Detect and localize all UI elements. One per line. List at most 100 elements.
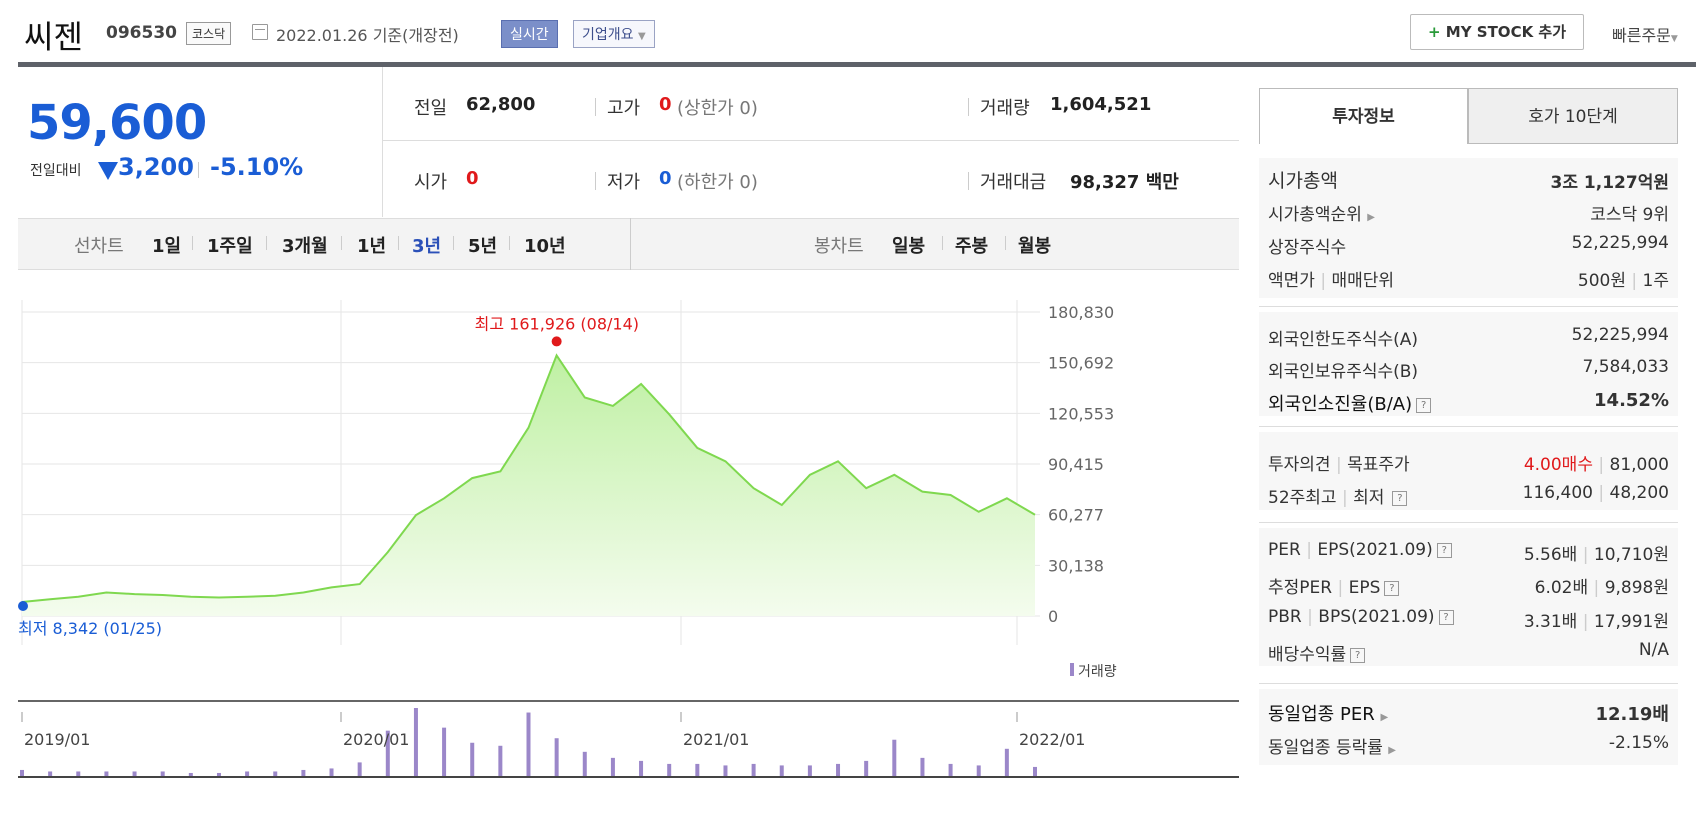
- diff-label: 전일대비: [30, 163, 82, 179]
- shares-value: 52,225,994: [1571, 233, 1669, 253]
- low-label: 저가: [607, 172, 641, 193]
- target-text: 목표주가: [1347, 455, 1410, 475]
- tab-1d[interactable]: 1일: [152, 236, 182, 257]
- price-chart[interactable]: 180,830 150,692 120,553 90,415 60,277 30,138 0…: [0, 270, 1240, 827]
- tab-1y[interactable]: 1년: [357, 236, 387, 257]
- divider: [1005, 236, 1006, 250]
- quote-date: 2022.01.26 기준(개장전): [276, 26, 459, 45]
- volume-bar: [1033, 766, 1037, 776]
- mystock-label: MY STOCK 추가: [1445, 23, 1567, 41]
- volume-bar: [132, 771, 137, 776]
- x-tick-label: 2022/01: [1019, 730, 1085, 749]
- open-label: 시가: [414, 172, 448, 193]
- divider: [942, 236, 943, 250]
- y-tick-label: 150,692: [1048, 354, 1114, 373]
- y-tick-label: 0: [1048, 607, 1058, 626]
- side-block-industry: [1259, 689, 1678, 765]
- volume-bar: [20, 769, 24, 776]
- volume-bar: [695, 763, 700, 776]
- amount-label: 거래대금: [980, 172, 1047, 193]
- realtime-button[interactable]: 실시간: [501, 20, 558, 48]
- pbr-label: PBR | BPS(2021.09)?: [1268, 607, 1454, 627]
- tab-3m[interactable]: 3개월: [282, 236, 328, 257]
- ind-chg-label[interactable]: 동일업종 등락률 ▶: [1268, 733, 1396, 758]
- w52-low-text: 최저: [1353, 488, 1385, 508]
- mcap-value: 3조 1,127억원: [1550, 173, 1669, 193]
- mcap-rank-value: 코스닥 9위: [1590, 205, 1669, 225]
- y-tick-label: 90,415: [1048, 455, 1104, 474]
- tab-monthly[interactable]: 월봉: [1018, 236, 1052, 257]
- volume-legend-swatch: [1070, 663, 1074, 676]
- divider: [266, 236, 267, 250]
- par-label: 액면가: [1268, 271, 1315, 291]
- chevron-down-icon: ▼: [637, 31, 646, 42]
- help-icon[interactable]: ?: [1384, 580, 1400, 596]
- eper-text: 추정PER: [1268, 578, 1333, 598]
- volume-bar: [160, 771, 165, 776]
- x-tick-label: 2019/01: [24, 730, 90, 749]
- divider: [630, 218, 631, 270]
- low-value: 0: [659, 168, 672, 189]
- open-value: 0: [466, 168, 479, 189]
- help-icon[interactable]: ?: [1436, 542, 1452, 558]
- volume-bar: [357, 762, 362, 776]
- line-chart-label: 선차트: [74, 236, 124, 257]
- price-line: [21, 353, 1036, 603]
- amount-unit: 백만: [1145, 172, 1179, 193]
- help-icon[interactable]: ?: [1350, 647, 1366, 663]
- prev-label: 전일: [414, 98, 448, 119]
- volume-bar: [667, 763, 672, 776]
- help-icon[interactable]: ?: [1438, 609, 1454, 625]
- price-box: [18, 67, 383, 217]
- divider: [192, 236, 193, 250]
- amount-number: 98,327: [1070, 172, 1140, 193]
- per-text: PER: [1268, 540, 1301, 560]
- tab-10y[interactable]: 10년: [524, 236, 566, 257]
- current-price: 59,600: [27, 95, 207, 151]
- tab-invest-info[interactable]: 투자정보: [1259, 88, 1468, 144]
- ind-chg-value: -2.15%: [1608, 733, 1669, 753]
- ind-per-label[interactable]: 동일업종 PER ▶: [1268, 700, 1388, 726]
- amount-value: 98,327 백만: [1070, 168, 1179, 194]
- pbr-text: PBR: [1268, 607, 1302, 627]
- mystock-add-button[interactable]: + MY STOCK 추가: [1410, 14, 1584, 50]
- bps: 17,991원: [1593, 612, 1669, 632]
- volume-legend: 거래량: [1078, 664, 1117, 680]
- min-marker: [18, 600, 28, 611]
- volume-bar: [948, 763, 953, 776]
- per-label: PER | EPS(2021.09)?: [1268, 540, 1452, 560]
- chart-tab-bar: [18, 218, 1239, 270]
- tab-orderbook[interactable]: 호가 10단계: [1468, 88, 1678, 144]
- tab-5y[interactable]: 5년: [468, 236, 498, 257]
- divider: [198, 162, 199, 178]
- calendar-icon: [252, 24, 268, 40]
- w52-high-text: 52주최고: [1268, 488, 1337, 508]
- tab-daily[interactable]: 일봉: [892, 236, 926, 257]
- foreign-ratio-label: 외국인소진율(B/A)?: [1268, 390, 1432, 416]
- pbr-value: 3.31배 | 17,991원: [1523, 612, 1669, 632]
- help-icon[interactable]: ?: [1392, 490, 1408, 506]
- per: 5.56배: [1523, 545, 1578, 565]
- corp-info-dropdown[interactable]: 기업개요 ▼: [573, 20, 655, 48]
- down-triangle-icon: [98, 162, 118, 180]
- y-tick-label: 180,830: [1048, 303, 1114, 322]
- help-icon[interactable]: ?: [1416, 397, 1432, 413]
- tab-3y[interactable]: 3년: [412, 236, 442, 257]
- side-block-opinion: [1259, 432, 1678, 510]
- par-unit-value: 500원 | 1주: [1577, 271, 1669, 291]
- divider: [453, 236, 454, 250]
- quick-order-dropdown[interactable]: 빠른주문▼: [1612, 22, 1678, 46]
- volume-bar: [976, 765, 981, 776]
- div-value: N/A: [1638, 640, 1669, 660]
- w52-value: 116,400 | 48,200: [1522, 483, 1669, 503]
- divider: [341, 236, 342, 250]
- stock-code: 096530: [106, 23, 177, 43]
- volume-bar: [751, 763, 756, 776]
- volume-bar: [892, 739, 897, 776]
- mcap-rank-label[interactable]: 시가총액순위 ▶: [1268, 200, 1375, 225]
- volume-bar: [413, 708, 418, 776]
- tab-1w[interactable]: 1주일: [207, 236, 253, 257]
- tab-weekly[interactable]: 주봉: [955, 236, 989, 257]
- volume-bar: [188, 772, 193, 776]
- divider: [383, 140, 1239, 141]
